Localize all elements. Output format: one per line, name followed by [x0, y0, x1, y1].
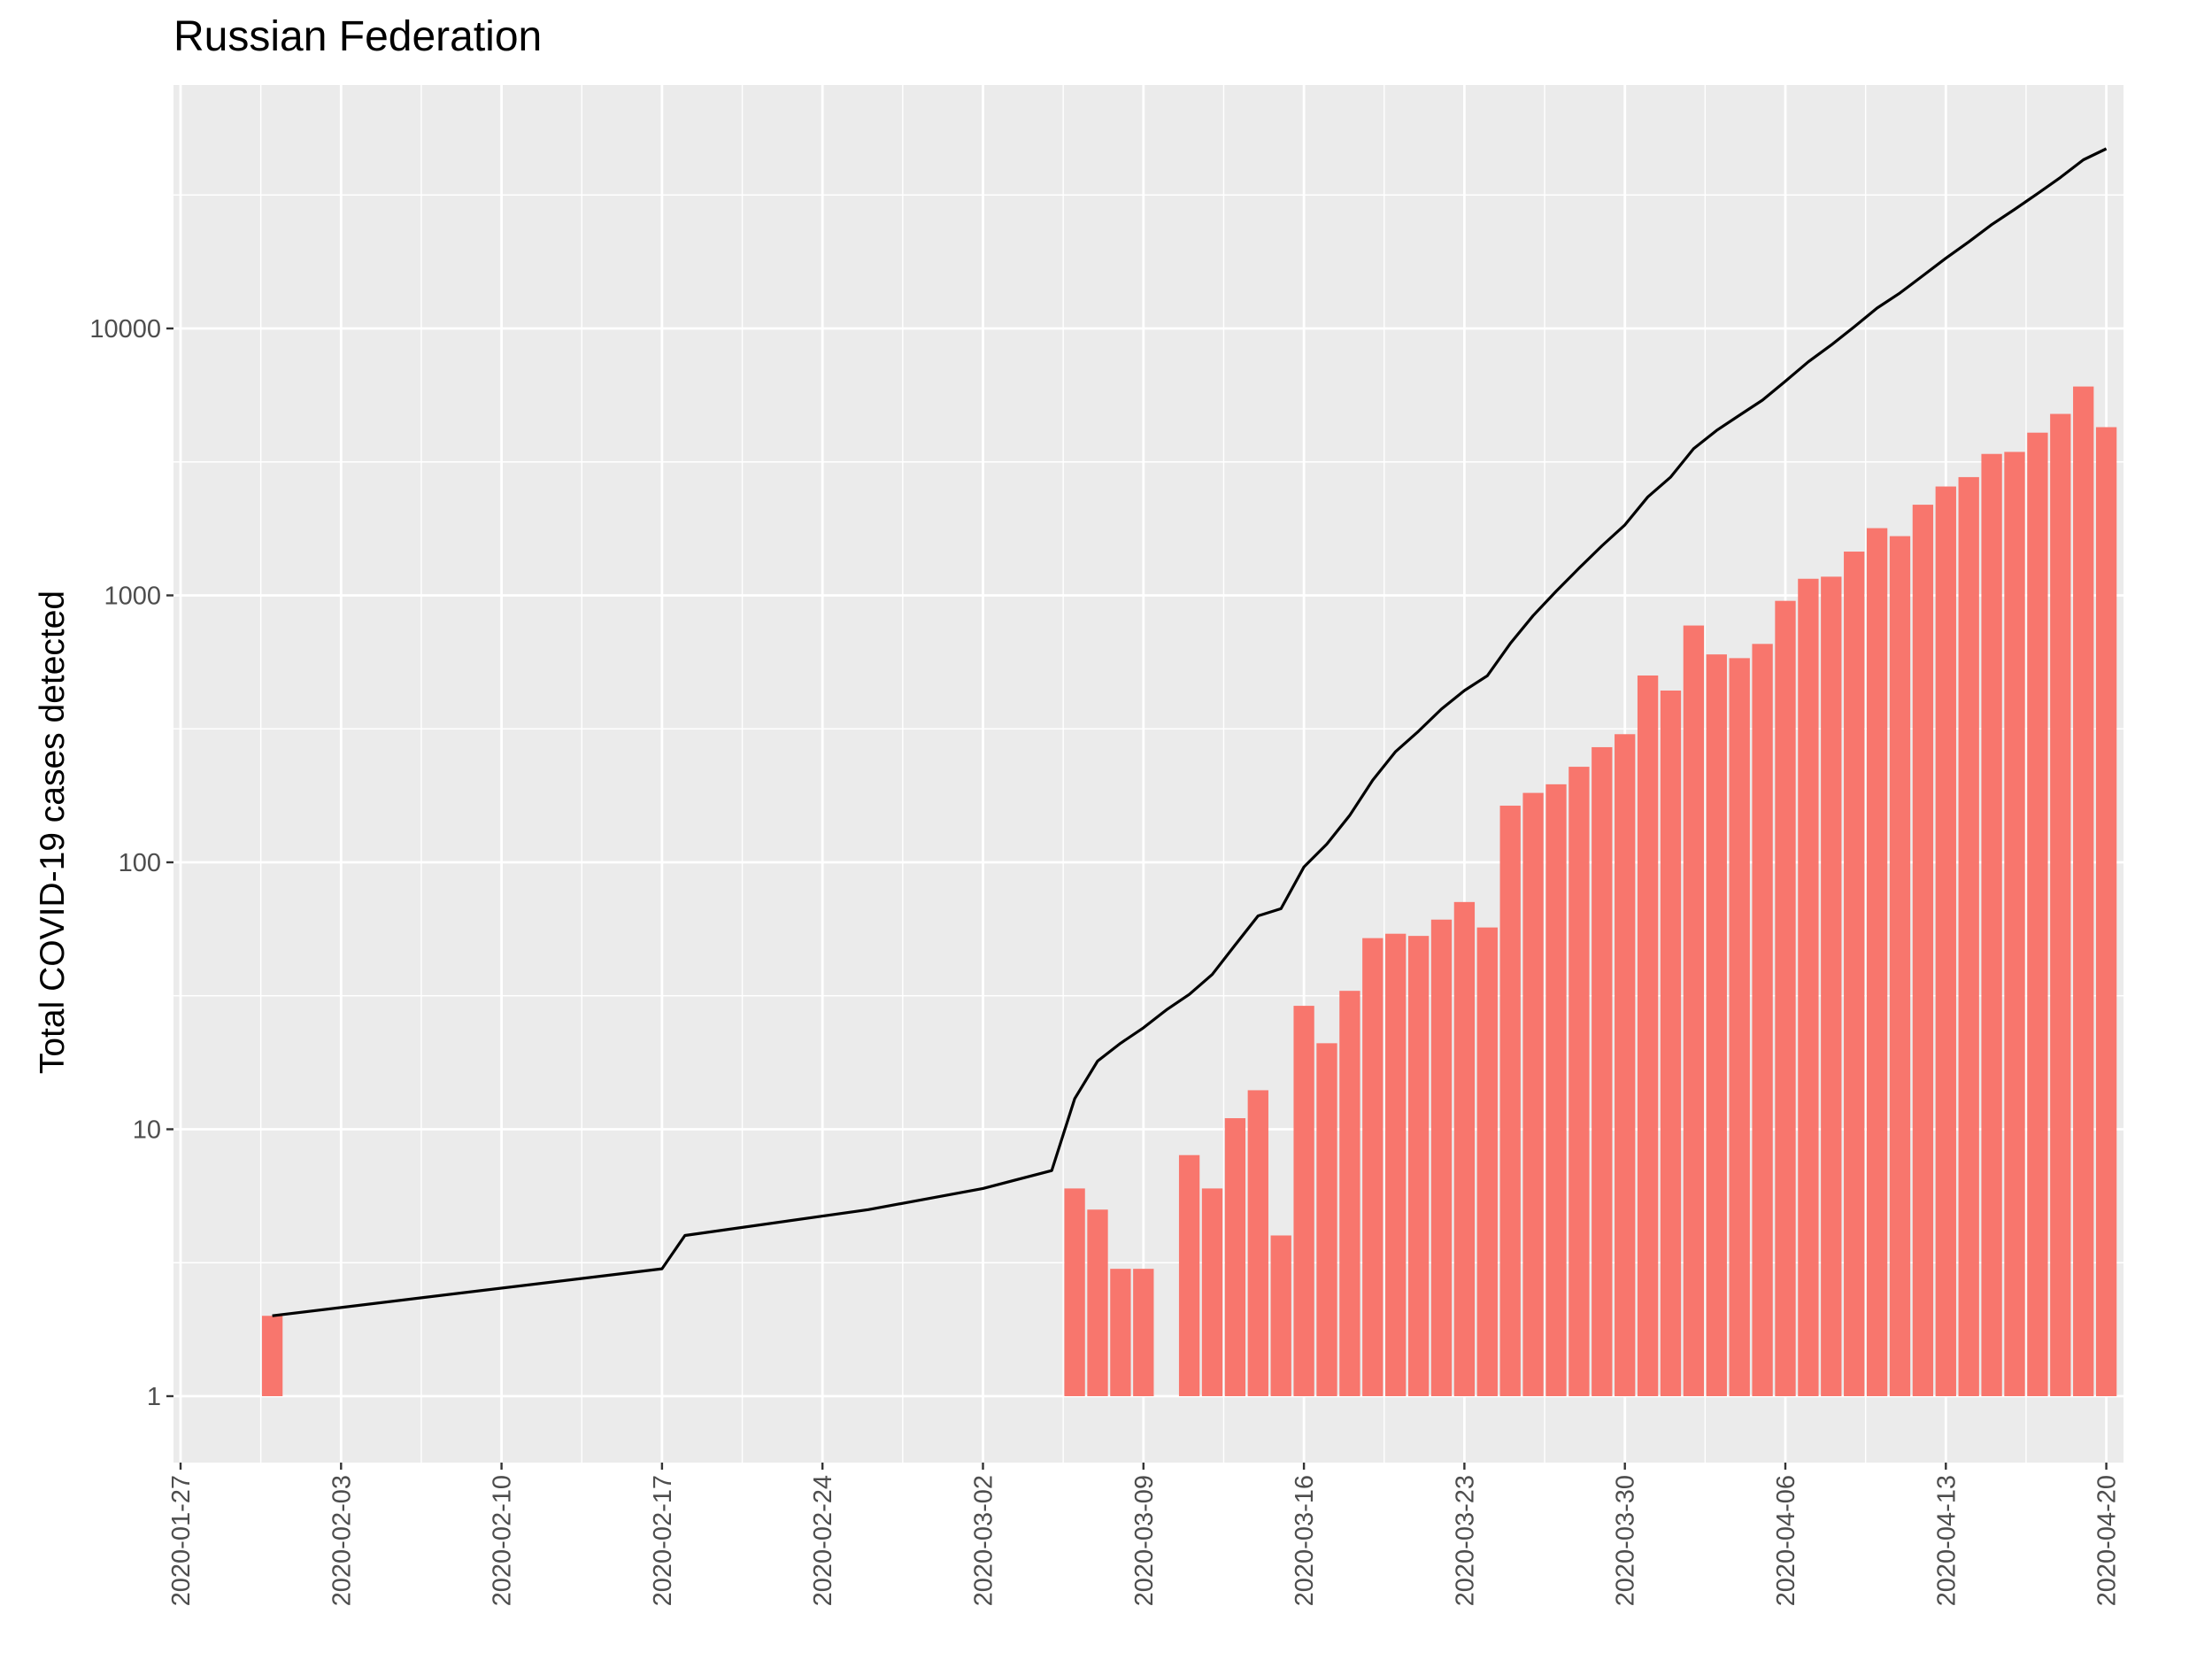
x-tick-label: 2020-04-13 — [1932, 1475, 1961, 1606]
bar — [1798, 578, 1819, 1396]
bar — [1476, 927, 1498, 1396]
y-tick-label: 100 — [119, 849, 161, 877]
bar — [1660, 690, 1682, 1396]
bar — [1889, 536, 1911, 1396]
bar — [1545, 784, 1567, 1396]
bar — [1087, 1209, 1108, 1396]
line-series — [272, 147, 2108, 1317]
chart-title: Russian Federation — [173, 13, 543, 60]
bar — [1775, 600, 1796, 1396]
bar — [1935, 486, 1956, 1396]
bar — [1339, 991, 1360, 1396]
bar-series — [261, 386, 2117, 1397]
x-tick-label: 2020-04-06 — [1772, 1475, 1800, 1606]
bar — [1407, 936, 1430, 1396]
x-tick-label: 2020-02-24 — [809, 1475, 837, 1606]
y-axis: 1 10 100 1000 10000 — [89, 315, 173, 1411]
bar — [1110, 1269, 1131, 1396]
x-tick-label: 2020-02-10 — [489, 1475, 517, 1606]
bar — [1522, 792, 1544, 1396]
bar — [1201, 1188, 1223, 1396]
cumulative-line — [272, 147, 2108, 1317]
x-tick-label: 2020-02-17 — [649, 1475, 677, 1606]
bar — [1430, 919, 1453, 1396]
y-tick-label: 1 — [147, 1383, 161, 1411]
bar — [1683, 625, 1705, 1396]
bar — [1385, 933, 1407, 1396]
bar — [2027, 432, 2048, 1396]
bar — [2073, 386, 2094, 1397]
bar — [1958, 476, 1979, 1397]
bar — [1453, 901, 1476, 1396]
bar — [1844, 552, 1865, 1396]
bar — [1293, 1006, 1314, 1396]
bar — [1316, 1043, 1337, 1396]
bar — [2004, 452, 2025, 1396]
bar — [1752, 644, 1773, 1396]
y-tick-label: 10000 — [89, 315, 161, 344]
bar — [1981, 453, 2002, 1396]
bar — [2095, 427, 2117, 1397]
bar — [1247, 1090, 1268, 1396]
bar — [1729, 658, 1750, 1396]
x-tick-label: 2020-03-09 — [1130, 1475, 1159, 1606]
bar — [1499, 806, 1521, 1396]
bar — [1821, 576, 1842, 1396]
bar — [1866, 528, 1888, 1396]
x-axis: 2020-01-27 2020-02-03 2020-02-10 2020-02-17… — [167, 1463, 2122, 1606]
bar — [1224, 1118, 1246, 1396]
x-tick-label: 2020-02-03 — [328, 1475, 356, 1606]
bar — [1270, 1235, 1291, 1396]
bar — [1706, 654, 1727, 1396]
x-tick-label: 2020-03-16 — [1291, 1475, 1319, 1606]
bar — [261, 1316, 283, 1396]
bar — [2050, 413, 2071, 1396]
bar — [1064, 1188, 1085, 1396]
y-tick-label: 1000 — [104, 583, 161, 611]
bar — [1637, 675, 1659, 1396]
x-tick-label: 2020-01-27 — [167, 1475, 196, 1606]
x-tick-label: 2020-04-20 — [2093, 1475, 2122, 1606]
bar — [1178, 1154, 1200, 1396]
bar — [1592, 746, 1613, 1396]
x-tick-label: 2020-03-30 — [1612, 1475, 1640, 1606]
minor-x-gridlines — [259, 85, 2027, 1463]
bar — [1615, 734, 1636, 1396]
x-tick-label: 2020-03-23 — [1451, 1475, 1479, 1606]
bar — [1362, 938, 1383, 1396]
y-tick-label: 10 — [133, 1116, 161, 1145]
x-tick-label: 2020-03-02 — [970, 1475, 998, 1606]
bar — [1133, 1269, 1154, 1396]
bar — [1912, 505, 1934, 1396]
bar — [1568, 767, 1590, 1396]
